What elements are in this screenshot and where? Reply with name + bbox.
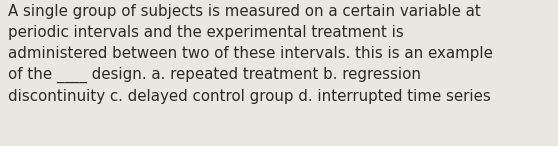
Text: A single group of subjects is measured on a certain variable at
periodic interva: A single group of subjects is measured o… bbox=[8, 4, 493, 104]
